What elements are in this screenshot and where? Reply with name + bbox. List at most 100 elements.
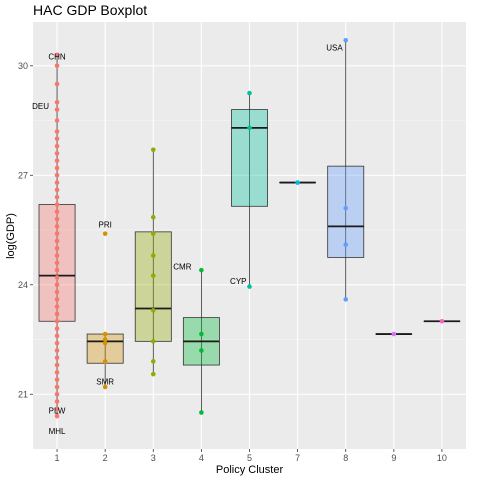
point-cluster-1 [54,260,60,266]
point-cluster-1 [54,333,60,339]
point-cluster-1 [54,231,60,236]
point-cluster-2 [102,337,108,342]
point-cluster-1 [54,158,60,163]
x-tick-label: 9 [391,453,396,463]
point-cluster-1 [54,224,60,229]
annotation-label: SMR [96,377,114,386]
point-cluster-5 [247,125,252,131]
point-cluster-1 [54,107,60,112]
x-tick-label: 10 [437,453,447,463]
point-cluster-1 [54,355,60,361]
point-cluster-8 [343,205,349,211]
point-cluster-3 [150,308,156,313]
point-cluster-4 [199,348,204,353]
point-cluster-3 [150,371,156,377]
point-cluster-1 [54,238,60,244]
point-cluster-7 [295,180,300,185]
point-cluster-1 [54,216,60,222]
point-cluster-5 [247,90,252,96]
point-cluster-1 [54,370,60,375]
point-cluster-1 [54,118,60,123]
point-cluster-8 [343,242,349,247]
point-cluster-1 [54,81,60,87]
point-cluster-1 [54,180,60,185]
point-cluster-2 [102,359,108,364]
point-cluster-1 [54,348,60,353]
x-tick-label: 1 [55,453,60,463]
point-cluster-5 [247,284,252,289]
point-cluster-1 [54,384,60,390]
data-points [54,37,445,419]
point-cluster-3 [150,359,156,364]
x-tick-label: 8 [343,453,348,463]
box-cluster-5 [231,109,268,207]
point-cluster-1 [54,391,60,397]
point-cluster-1 [54,289,60,295]
point-cluster-1 [54,275,60,280]
point-cluster-4 [199,267,204,273]
point-cluster-1 [54,406,60,412]
boxplot-series [38,40,461,417]
x-tick-label: 7 [295,453,300,463]
point-cluster-2 [102,231,108,236]
y-tick-label: 27 [18,170,28,180]
point-cluster-3 [150,214,156,220]
chart-title: HAC GDP Boxplot [33,2,147,18]
point-cluster-3 [150,231,156,236]
point-cluster-1 [54,326,60,331]
y-tick-label: 24 [18,280,28,290]
point-cluster-1 [54,165,60,171]
point-cluster-1 [54,311,60,317]
point-cluster-1 [54,377,60,382]
point-cluster-1 [54,362,60,368]
annotation-label: USA [326,44,343,53]
point-cluster-1 [54,129,60,134]
box-cluster-3 [134,231,172,342]
y-tick-label: 21 [18,389,28,399]
point-cluster-1 [54,136,60,142]
point-cluster-9 [391,331,397,337]
point-cluster-1 [54,63,60,69]
point-cluster-2 [102,384,108,390]
point-cluster-1 [54,143,60,149]
annotation-label: MHL [49,427,66,436]
point-cluster-3 [150,273,156,278]
point-cluster-1 [54,187,60,193]
point-cluster-3 [150,339,156,344]
point-cluster-1 [54,267,60,273]
point-cluster-1 [54,282,60,288]
point-cluster-1 [54,52,60,58]
point-cluster-8 [343,37,349,43]
point-cluster-10 [439,318,445,324]
point-cluster-2 [102,331,108,337]
annotation-label: PLW [49,407,66,416]
y-axis: 21 24 27 30 [18,61,33,399]
point-cluster-1 [54,318,60,324]
annotation-label: CHN [48,53,66,62]
point-cluster-2 [102,340,108,346]
x-axis: 1 2 3 4 5 7 8 9 10 [55,449,447,463]
point-cluster-4 [199,410,204,415]
point-cluster-1 [54,340,60,346]
point-cluster-1 [54,202,60,207]
y-tick-label: 30 [18,61,28,71]
box-cluster-8 [327,165,365,258]
x-tick-label: 3 [151,453,156,463]
x-tick-label: 2 [103,453,108,463]
point-cluster-1 [54,245,60,251]
y-axis-title: log(GDP) [5,213,17,259]
point-cluster-1 [54,253,60,258]
annotation-label: PRI [98,221,111,230]
point-cluster-1 [54,399,60,404]
point-cluster-1 [54,304,60,309]
point-cluster-1 [54,297,60,302]
x-axis-title: Policy Cluster [216,464,284,476]
annotation-label: DEU [32,102,49,111]
annotation-label: CMR [173,263,191,272]
point-cluster-1 [54,413,60,419]
x-tick-label: 5 [247,453,252,463]
point-cluster-8 [343,297,349,302]
point-cluster-1 [54,194,60,200]
x-tick-label: 4 [199,453,204,463]
